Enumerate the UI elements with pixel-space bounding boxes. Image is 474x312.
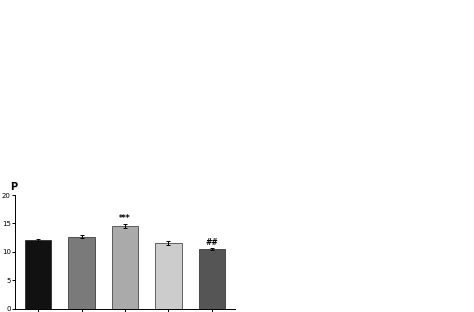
Bar — [68, 236, 95, 309]
Text: ##: ## — [206, 237, 219, 246]
Text: P: P — [10, 182, 18, 192]
Bar — [25, 240, 51, 309]
Bar — [112, 226, 138, 309]
Text: ***: *** — [119, 214, 131, 223]
Bar — [199, 249, 225, 309]
Bar — [155, 243, 182, 309]
